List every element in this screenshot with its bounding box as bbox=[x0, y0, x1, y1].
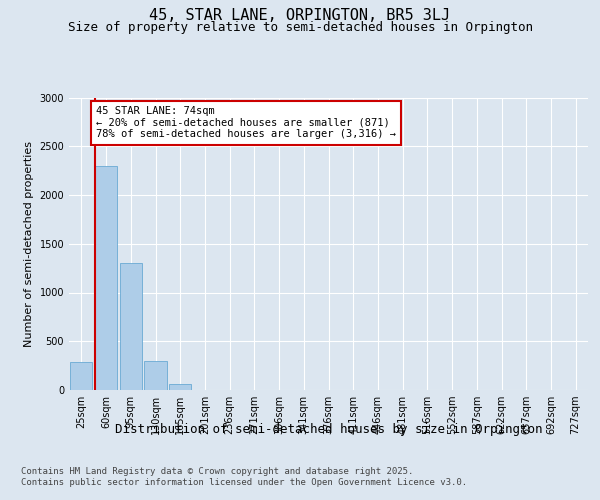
Text: 45, STAR LANE, ORPINGTON, BR5 3LJ: 45, STAR LANE, ORPINGTON, BR5 3LJ bbox=[149, 8, 451, 22]
Text: 45 STAR LANE: 74sqm
← 20% of semi-detached houses are smaller (871)
78% of semi-: 45 STAR LANE: 74sqm ← 20% of semi-detach… bbox=[96, 106, 396, 140]
Bar bbox=[169, 384, 191, 390]
Text: Distribution of semi-detached houses by size in Orpington: Distribution of semi-detached houses by … bbox=[115, 422, 542, 436]
Text: Size of property relative to semi-detached houses in Orpington: Size of property relative to semi-detach… bbox=[67, 21, 533, 34]
Y-axis label: Number of semi-detached properties: Number of semi-detached properties bbox=[24, 141, 34, 347]
Bar bbox=[145, 361, 167, 390]
Bar bbox=[119, 263, 142, 390]
Text: Contains HM Land Registry data © Crown copyright and database right 2025.
Contai: Contains HM Land Registry data © Crown c… bbox=[21, 468, 467, 487]
Bar bbox=[95, 166, 117, 390]
Bar bbox=[70, 362, 92, 390]
